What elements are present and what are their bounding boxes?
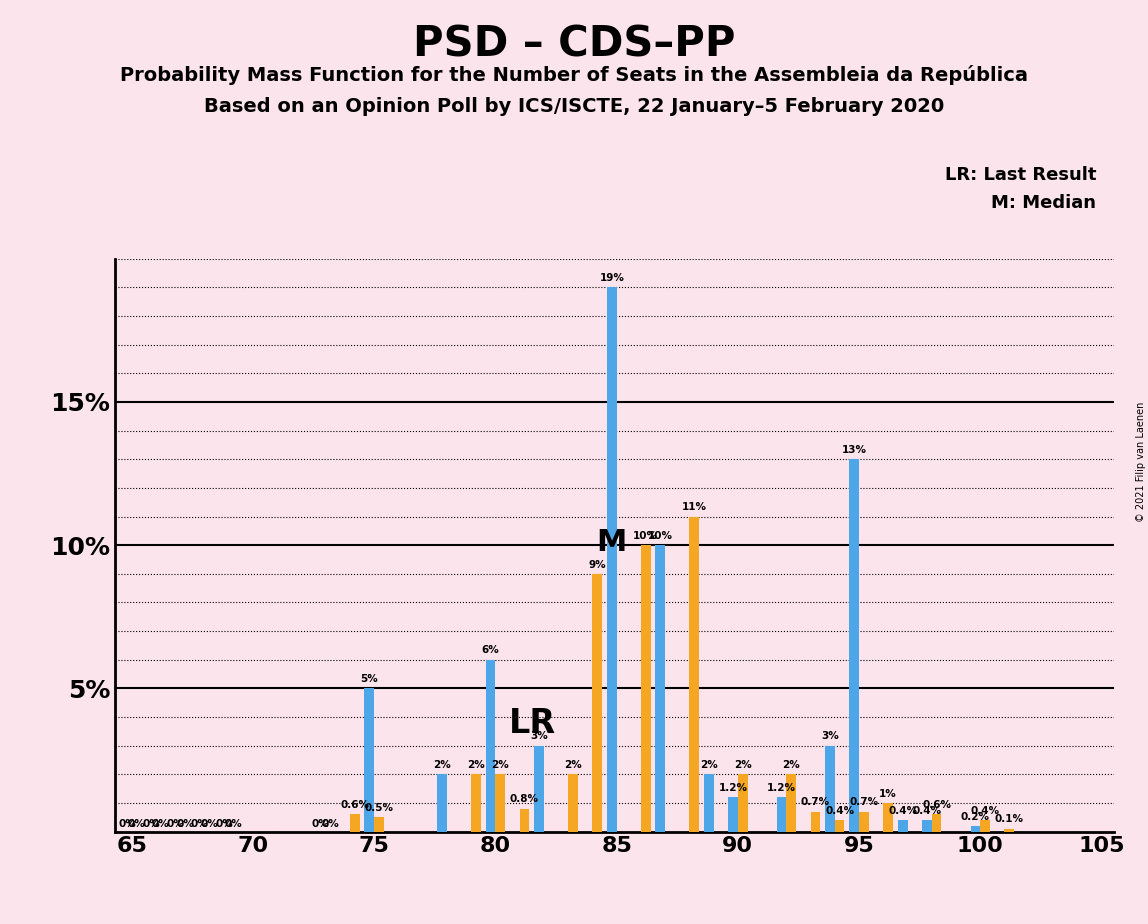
Text: 0%: 0% [118,819,135,829]
Text: 13%: 13% [841,445,867,455]
Bar [835,821,845,832]
Bar [374,817,383,832]
Bar [1004,829,1014,832]
Bar [656,545,665,832]
Text: 10%: 10% [647,531,673,541]
Text: 11%: 11% [682,503,707,512]
Bar [825,746,835,832]
Text: Probability Mass Function for the Number of Seats in the Assembleia da República: Probability Mass Function for the Number… [121,65,1027,85]
Text: 1.2%: 1.2% [767,783,796,793]
Text: 2%: 2% [734,760,752,770]
Text: 0.2%: 0.2% [961,811,990,821]
Text: 0%: 0% [142,819,160,829]
Text: 0%: 0% [177,819,194,829]
Text: 1.2%: 1.2% [719,783,747,793]
Bar [922,821,932,832]
Bar [883,803,893,832]
Text: 2%: 2% [433,760,451,770]
Text: © 2021 Filip van Laenen: © 2021 Filip van Laenen [1135,402,1146,522]
Text: 5%: 5% [360,675,378,684]
Text: 0%: 0% [166,819,185,829]
Bar [520,808,529,832]
Bar [704,774,714,832]
Text: LR: LR [509,707,556,740]
Bar [859,811,869,832]
Bar [898,821,908,832]
Bar [776,797,786,832]
Bar [592,574,602,832]
Text: 0%: 0% [321,819,340,829]
Text: 2%: 2% [782,760,800,770]
Text: 0.7%: 0.7% [801,797,830,808]
Bar [471,774,481,832]
Text: 3%: 3% [821,732,839,741]
Text: 10%: 10% [634,531,658,541]
Text: 0.6%: 0.6% [340,800,370,810]
Text: 19%: 19% [599,274,625,283]
Text: 0.4%: 0.4% [825,806,854,816]
Bar [738,774,747,832]
Bar [496,774,505,832]
Text: 0%: 0% [191,819,209,829]
Bar [932,814,941,832]
Text: 1%: 1% [879,789,897,798]
Bar [810,811,820,832]
Text: M: M [597,528,627,556]
Text: 0%: 0% [201,819,218,829]
Bar [534,746,544,832]
Bar [607,287,616,832]
Text: 0%: 0% [312,819,329,829]
Bar [970,826,980,832]
Text: 0.6%: 0.6% [922,800,951,810]
Bar [786,774,796,832]
Text: PSD – CDS–PP: PSD – CDS–PP [413,23,735,65]
Text: 9%: 9% [589,560,606,569]
Bar [350,814,359,832]
Bar [728,797,738,832]
Text: 0.4%: 0.4% [889,806,917,816]
Text: 0%: 0% [225,819,242,829]
Text: 2%: 2% [564,760,582,770]
Text: 0%: 0% [215,819,233,829]
Text: 2%: 2% [491,760,509,770]
Text: 0%: 0% [152,819,170,829]
Bar [365,688,374,832]
Bar [568,774,577,832]
Bar [437,774,447,832]
Bar [689,517,699,832]
Text: 0%: 0% [127,819,146,829]
Text: 3%: 3% [530,732,548,741]
Text: 0.4%: 0.4% [913,806,941,816]
Text: 0.1%: 0.1% [995,814,1024,824]
Text: 0.4%: 0.4% [970,806,1000,816]
Bar [486,660,496,832]
Text: Based on an Opinion Poll by ICS/ISCTE, 22 January–5 February 2020: Based on an Opinion Poll by ICS/ISCTE, 2… [204,97,944,116]
Text: 2%: 2% [467,760,484,770]
Bar [980,821,990,832]
Bar [850,459,859,832]
Text: 6%: 6% [482,646,499,655]
Text: M: Median: M: Median [992,194,1096,212]
Text: 0.8%: 0.8% [510,795,538,805]
Text: 0.5%: 0.5% [365,803,394,813]
Text: 0.7%: 0.7% [850,797,878,808]
Text: 2%: 2% [700,760,718,770]
Bar [641,545,651,832]
Text: LR: Last Result: LR: Last Result [945,166,1096,184]
